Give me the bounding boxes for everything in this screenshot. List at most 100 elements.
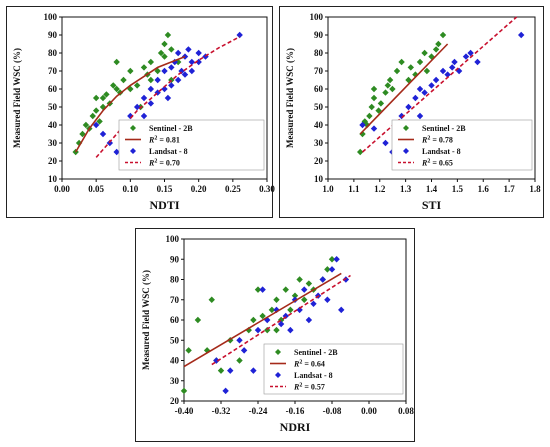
sentinel-point xyxy=(382,89,389,96)
landsat-point xyxy=(342,276,350,283)
x-tick-label: -0.24 xyxy=(249,406,268,416)
legend-marker xyxy=(275,372,281,378)
landsat-point xyxy=(174,76,182,84)
sentinel-fit-line xyxy=(75,55,186,153)
sentinel-point xyxy=(384,82,391,89)
x-tick-label: 0.30 xyxy=(259,184,275,194)
legend-landsat-r2-entry: R2 = 0.65 xyxy=(421,159,453,168)
landsat-point xyxy=(161,67,168,75)
landsat-point xyxy=(195,58,202,66)
landsat-point xyxy=(161,85,168,93)
sentinel-point xyxy=(194,316,202,324)
sentinel-point xyxy=(357,148,364,156)
y-tick-label: 100 xyxy=(166,234,180,244)
legend: Sentinel - 2B R2 = 0.64 Landsat - 8 R2 = 0.… xyxy=(263,343,404,395)
x-tick-label: 1.3 xyxy=(400,184,412,194)
legend-sentinel-entry: Sentinel - 2B xyxy=(149,124,193,133)
y-tick-label: 100 xyxy=(44,12,58,22)
x-tick-label: -0.40 xyxy=(175,406,194,416)
x-tick-label: -0.32 xyxy=(212,406,231,416)
y-tick-label: 20 xyxy=(170,396,180,406)
x-tick-label: 0.00 xyxy=(361,406,377,416)
sentinel-point xyxy=(217,367,225,374)
legend-marker xyxy=(403,125,409,131)
x-tick-label: 1.1 xyxy=(348,184,360,194)
landsat-point xyxy=(421,89,428,96)
landsat-point xyxy=(188,67,196,75)
ndti-chart-panel: 0.00 0.05 0.10 0.15 0.20 0.25 0.30 10 20 30 40 50 60… xyxy=(6,6,275,218)
x-tick-label: 1.4 xyxy=(426,184,438,194)
landsat-point xyxy=(133,103,141,111)
x-tick-label: 0.08 xyxy=(398,406,414,416)
landsat-point xyxy=(444,71,451,78)
sentinel-point xyxy=(268,306,276,314)
x-tick-label: -0.16 xyxy=(286,406,305,416)
sentinel-point xyxy=(110,82,117,89)
y-tick-label: 40 xyxy=(48,120,58,130)
sentinel-point xyxy=(185,347,192,354)
landsat-point xyxy=(432,76,440,84)
sentinel-point xyxy=(421,49,428,57)
x-tick-label: 1.5 xyxy=(452,184,464,194)
y-tick-label: 70 xyxy=(314,66,324,76)
landsat-point xyxy=(416,112,424,120)
y-tick-label: 30 xyxy=(314,138,324,148)
y-tick-label: 70 xyxy=(170,295,180,305)
x-tick-label: 1.2 xyxy=(374,184,386,194)
x-tick-label: 0.25 xyxy=(225,184,241,194)
legend-sentinel-entry: Sentinel - 2B xyxy=(294,348,338,357)
ndri-scatter-chart: -0.40 -0.32 -0.24 -0.16 -0.08 0.00 0.08 20 30 40 5… xyxy=(141,234,414,434)
legend-sentinel-r2-entry: R2 = 0.81 xyxy=(148,136,180,145)
legend-marker xyxy=(403,148,409,154)
landsat-point xyxy=(171,58,178,66)
x-tick-label: 0.10 xyxy=(122,184,138,194)
sentinel-point xyxy=(92,107,100,114)
x-tick-label: -0.08 xyxy=(323,406,342,416)
sti-chart-panel: 1.0 1.1 1.2 1.3 1.4 1.5 1.6 1.7 1.8 10 20 30 40 50 60 7… xyxy=(279,6,544,218)
sentinel-point xyxy=(72,148,79,156)
landsat-point xyxy=(222,387,229,395)
y-tick-label: 50 xyxy=(170,335,180,345)
y-axis-label: Measured Field WSC (%) xyxy=(141,270,151,370)
legend-landsat-r2-entry: R2 = 0.57 xyxy=(293,383,325,392)
sentinel-point xyxy=(273,326,280,334)
sentinel-point xyxy=(363,121,371,129)
sentinel-point xyxy=(133,82,141,89)
landsat-point xyxy=(398,112,405,120)
landsat-point xyxy=(236,31,243,39)
x-tick-label: 1.7 xyxy=(504,184,516,194)
landsat-point xyxy=(254,326,262,334)
sentinel-point xyxy=(282,286,289,293)
sentinel-point xyxy=(157,49,165,57)
landsat-point xyxy=(99,130,107,138)
landsat-point xyxy=(474,58,481,66)
sentinel-point xyxy=(366,112,373,120)
sentinel-point xyxy=(245,326,252,334)
sentinel-point xyxy=(428,53,435,60)
legend-landsat-entry: Landsat - 8 xyxy=(422,147,461,156)
landsat-point xyxy=(328,266,336,273)
sentinel-point xyxy=(208,296,215,303)
landsat-point xyxy=(382,139,389,147)
landsat-point xyxy=(264,316,271,324)
x-axis-label: NDRI xyxy=(280,420,311,434)
legend-marker xyxy=(130,125,136,131)
sentinel-point xyxy=(92,94,100,102)
sentinel-point xyxy=(227,337,234,344)
sentinel-point xyxy=(259,312,266,320)
legend-landsat-entry: Landsat - 8 xyxy=(294,371,333,380)
y-tick-label: 30 xyxy=(48,138,58,148)
y-tick-label: 30 xyxy=(170,376,180,386)
ndti-scatter-chart: 0.00 0.05 0.10 0.15 0.20 0.25 0.30 10 20 30 40 50 60… xyxy=(12,12,275,212)
sentinel-point xyxy=(273,296,280,303)
landsat-point xyxy=(213,357,220,364)
landsat-point xyxy=(236,337,243,344)
y-tick-label: 60 xyxy=(170,315,180,325)
legend-box xyxy=(391,119,533,171)
landsat-point xyxy=(147,85,155,93)
sentinel-point xyxy=(398,58,405,66)
landsat-point xyxy=(462,53,470,60)
x-tick-label: 1.6 xyxy=(478,184,490,194)
landsat-point xyxy=(250,367,257,374)
sentinel-points xyxy=(357,31,447,156)
